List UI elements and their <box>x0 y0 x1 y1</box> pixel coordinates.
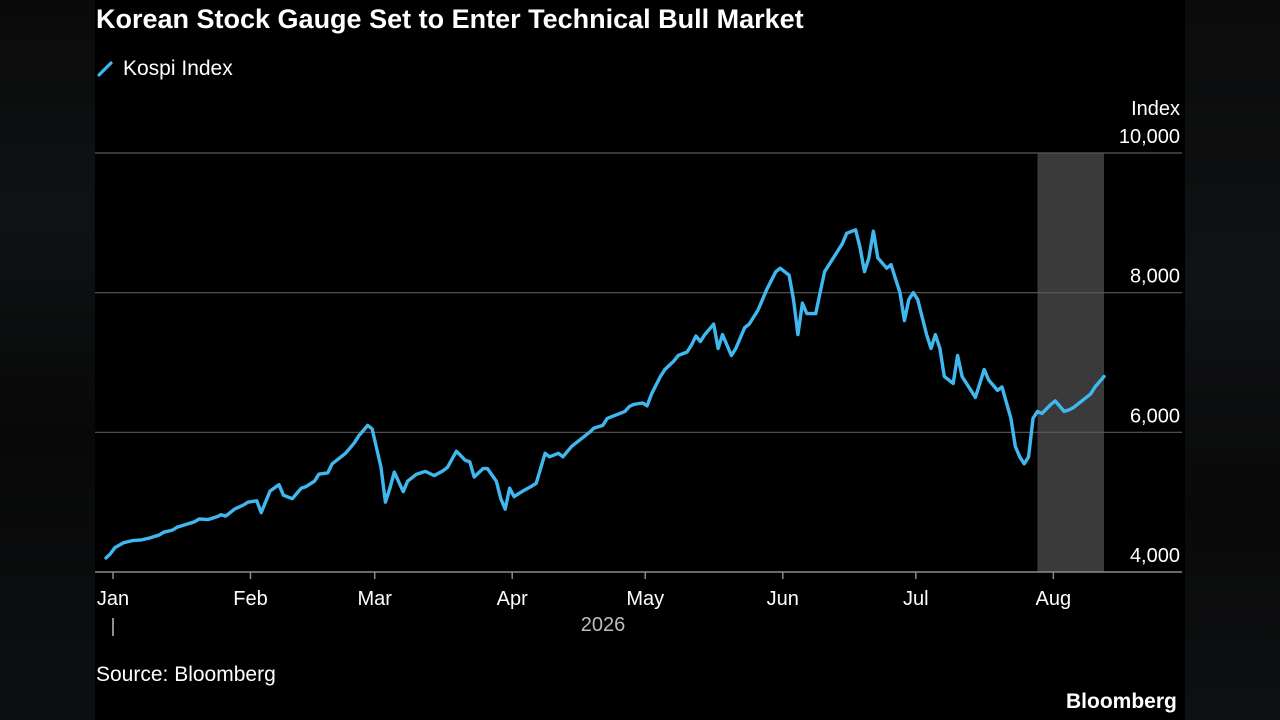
x-tick-label: Aug <box>1036 588 1072 610</box>
highlight-band <box>1037 153 1104 572</box>
x-tick-label: Jun <box>767 588 799 610</box>
brand-logo-text: Bloomberg <box>1066 690 1177 713</box>
x-tick-label: Jul <box>903 588 929 610</box>
y-tick-label: 6,000 <box>1130 405 1180 427</box>
chart-title: Korean Stock Gauge Set to Enter Technica… <box>96 4 804 34</box>
year-label: 2026 <box>581 614 626 636</box>
background-right-blur <box>1185 0 1280 720</box>
y-tick-label: 10,000 <box>1119 126 1180 148</box>
chart-card <box>95 0 1185 720</box>
legend: Kospi Index <box>96 55 233 83</box>
y-axis-title: Index <box>1131 98 1180 120</box>
source-note: Source: Bloomberg <box>96 663 276 686</box>
x-tick-label: Jan <box>97 588 129 610</box>
legend-line-icon <box>97 61 113 77</box>
x-tick-label: Feb <box>233 588 267 610</box>
y-tick-label: 8,000 <box>1130 266 1180 288</box>
y-tick-label: 4,000 <box>1130 545 1180 567</box>
x-tick-label: Mar <box>357 588 392 610</box>
x-tick-label: Apr <box>497 588 528 610</box>
x-tick-label: May <box>626 588 664 610</box>
background-left-blur <box>0 0 95 720</box>
series-line-kospi-index <box>104 228 1106 560</box>
legend-label: Kospi Index <box>123 57 233 80</box>
